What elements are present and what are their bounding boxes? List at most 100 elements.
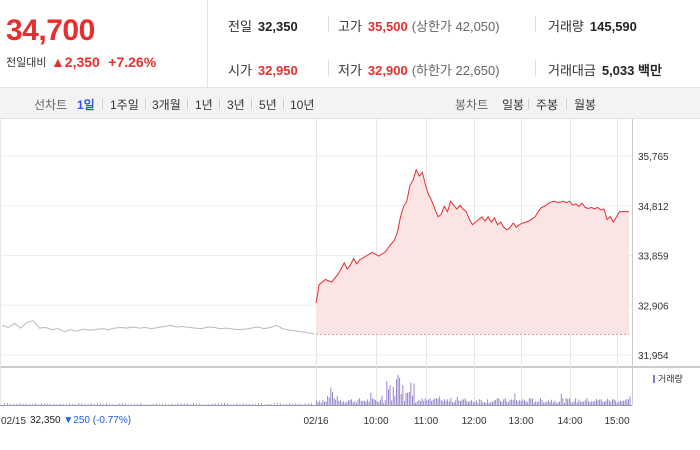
divider (102, 99, 103, 109)
volume-bar (592, 401, 594, 405)
volume-bar (532, 398, 533, 405)
stat-turnover: 거래대금 5,033 백만 (548, 60, 662, 79)
period-tab-3m[interactable]: 3개월 (152, 98, 181, 112)
volume-bar (452, 402, 453, 405)
volume-bar (180, 403, 182, 405)
period-tab-1d[interactable]: 1일 (77, 98, 95, 112)
volume-bar (572, 402, 573, 405)
volume-bar (580, 401, 581, 405)
stat-prev-close: 전일 32,350 (228, 16, 298, 35)
volume-bar (35, 403, 36, 405)
volume-bar (286, 404, 287, 405)
volume-bar (463, 399, 465, 405)
volume-bar (295, 403, 297, 405)
volume-bar (221, 403, 222, 405)
candle-tab-monthly[interactable]: 월봉 (574, 98, 597, 112)
volume-bar (239, 404, 241, 405)
volume-bar (384, 400, 386, 405)
volume-bar (597, 400, 599, 405)
period-tab-3y[interactable]: 3년 (227, 98, 245, 112)
volume-bar (62, 403, 64, 405)
period-tab-1y[interactable]: 1년 (195, 98, 213, 112)
volume-bar (589, 402, 591, 405)
volume-bar (84, 404, 86, 405)
stat-high: 고가 35,500 (상한가 42,050) (338, 16, 500, 35)
divider (535, 16, 536, 32)
volume-bar (472, 402, 474, 405)
volume-bar (152, 403, 154, 405)
stat-value: 145,590 (589, 19, 637, 34)
volume-bar (41, 403, 42, 405)
volume-bar (59, 403, 61, 405)
volume-bar (608, 400, 610, 405)
volume-bar (149, 404, 151, 405)
period-tab-5y[interactable]: 5년 (259, 98, 277, 112)
volume-bar (567, 399, 569, 405)
volume-bar (128, 404, 129, 405)
volume-bar (391, 400, 393, 405)
volume-bar (47, 403, 49, 405)
volume-bar (376, 401, 378, 405)
volume-bar (570, 401, 572, 405)
today-price-line (315, 168, 629, 304)
volume-legend-label: 거래량 (658, 373, 683, 384)
volume-bar (396, 379, 397, 405)
volume-bar (261, 403, 263, 405)
period-tab-1w[interactable]: 1주일 (110, 98, 139, 112)
stat-open: 시가 32,950 (228, 60, 298, 79)
volume-bar (322, 400, 324, 405)
volume-bar (629, 396, 631, 405)
volume-bar (319, 400, 321, 405)
divider (145, 99, 146, 109)
volume-bar (445, 400, 447, 405)
volume-bar (498, 398, 500, 405)
change-value: ▲2,350 (50, 53, 100, 70)
volume-bar (413, 383, 415, 405)
volume-bar (81, 403, 83, 405)
volume-bar (340, 400, 341, 405)
volume-bar (338, 400, 340, 405)
volume-bar (196, 403, 197, 405)
volume-bar (227, 403, 228, 405)
volume-bar (90, 403, 92, 405)
volume-bar (551, 399, 553, 405)
volume-bar (199, 403, 201, 405)
volume-bar (109, 404, 111, 405)
volume-bar (508, 402, 509, 405)
volume-bar (490, 401, 492, 405)
volume-bar (317, 402, 319, 405)
volume-bar (471, 400, 473, 405)
period-tab-10y[interactable]: 10년 (290, 98, 315, 112)
volume-bar (362, 400, 364, 405)
x-tick-label: 10:00 (363, 416, 388, 427)
y-axis: 35,765 34,812 33,859 32,906 31,954 (638, 152, 669, 362)
volume-bar (359, 398, 361, 405)
volume-legend-swatch (653, 375, 655, 383)
volume-bar (301, 404, 303, 405)
candle-tab-weekly[interactable]: 주봉 (536, 98, 559, 112)
volume-bar (316, 400, 317, 405)
volume-bar (469, 400, 471, 405)
candle-tab-daily[interactable]: 일봉 (502, 98, 525, 112)
volume-bar (100, 403, 101, 405)
volume-bar (304, 403, 306, 405)
volume-bar (623, 400, 625, 405)
intraday-price-chart: 35,765 34,812 33,859 32,906 31,954 거래량 02/15… (0, 119, 700, 427)
volume-bar (38, 404, 39, 405)
volume-bar (236, 403, 238, 405)
prev-day-info: 32,350 ▼250 (-0.77%) (30, 415, 131, 426)
volume-bar (380, 399, 381, 405)
volume-bar (541, 399, 543, 405)
price-area (316, 169, 629, 335)
volume-bar (341, 402, 343, 405)
volume-bar (429, 398, 431, 405)
volume-bar (484, 401, 485, 405)
volume-bar (372, 398, 373, 405)
x-tick-label: 12:00 (461, 416, 486, 427)
volume-bar (509, 399, 511, 405)
divider (328, 60, 329, 76)
volume-bar (495, 399, 497, 405)
volume-bar (610, 401, 612, 405)
volume-bar (245, 404, 247, 405)
volume-bar (500, 400, 501, 405)
